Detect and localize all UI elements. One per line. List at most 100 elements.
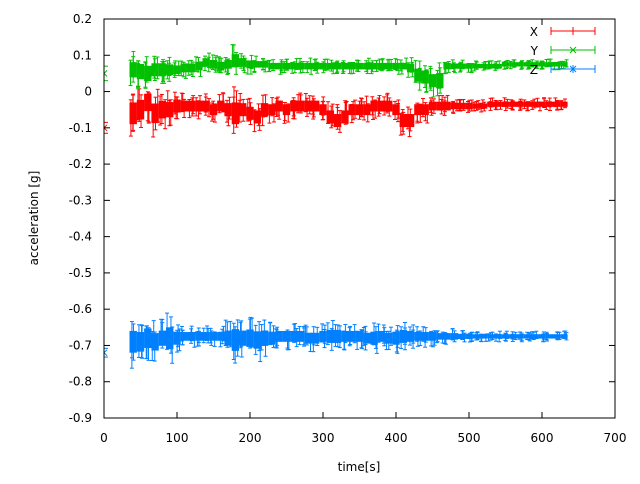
data-point — [104, 349, 108, 357]
y-tick-label: -0.2 — [69, 157, 92, 171]
error-band — [275, 330, 283, 342]
legend-label-y: Y — [530, 44, 539, 58]
y-tick-label: 0 — [84, 85, 92, 99]
error-band — [187, 100, 196, 112]
error-band — [428, 101, 437, 111]
error-band — [231, 102, 240, 125]
plot-frame — [103, 18, 616, 419]
legend-marker-cross-icon — [569, 46, 577, 54]
error-band — [297, 62, 305, 70]
error-band — [209, 59, 218, 69]
x-tick-label: 200 — [239, 431, 262, 445]
error-band — [538, 101, 546, 107]
error-band — [253, 110, 261, 124]
error-band — [202, 58, 210, 67]
error-band — [494, 63, 502, 69]
error-band — [487, 63, 495, 69]
error-band — [458, 333, 466, 339]
error-band — [136, 63, 145, 80]
y-tick-label: -0.8 — [69, 375, 92, 389]
error-band — [260, 61, 269, 68]
data-point — [104, 124, 108, 132]
error-band — [326, 62, 334, 70]
error-band — [136, 99, 145, 120]
error-band — [552, 101, 561, 107]
error-band — [443, 333, 451, 340]
error-band — [239, 330, 247, 346]
error-band — [414, 104, 422, 116]
error-band — [428, 332, 437, 341]
error-band — [180, 332, 188, 341]
error-band — [202, 332, 210, 341]
error-band — [436, 101, 444, 111]
series-z — [104, 312, 569, 369]
legend: XYZ — [530, 25, 596, 77]
error-band — [231, 54, 240, 68]
error-band — [545, 334, 553, 339]
error-band — [341, 62, 349, 70]
error-band — [479, 334, 488, 339]
error-band — [217, 100, 225, 112]
error-band — [209, 332, 218, 341]
error-band — [363, 332, 371, 344]
error-band — [385, 100, 393, 112]
error-band — [304, 332, 313, 344]
error-band — [253, 331, 261, 349]
error-band — [509, 62, 517, 67]
error-band — [239, 58, 247, 67]
error-band — [348, 330, 356, 342]
x-tick-label: 0 — [100, 431, 108, 445]
error-band — [450, 63, 459, 69]
error-band — [290, 62, 298, 70]
error-band — [355, 62, 364, 70]
error-band — [136, 332, 145, 352]
legend-label-x: X — [530, 25, 538, 39]
x-tick-label: 600 — [531, 431, 554, 445]
error-band — [516, 62, 524, 67]
error-band — [458, 102, 466, 110]
error-band — [348, 62, 356, 70]
error-band — [326, 329, 334, 343]
error-band — [428, 74, 437, 88]
error-band — [166, 327, 174, 350]
legend-marker-star-icon — [569, 65, 577, 73]
error-band — [399, 62, 407, 70]
error-band — [560, 101, 568, 107]
data-point — [104, 70, 108, 77]
error-band — [370, 100, 378, 112]
y-tick-label: -0.4 — [69, 230, 92, 244]
x-tick-label: 700 — [604, 431, 627, 445]
error-band — [406, 63, 415, 73]
error-band — [239, 103, 247, 117]
error-band — [275, 62, 283, 70]
x-tick-label: 400 — [385, 431, 408, 445]
error-band — [443, 62, 451, 70]
y-tick-label: -0.3 — [69, 193, 92, 207]
error-band — [458, 63, 466, 69]
error-band — [224, 330, 232, 346]
error-band — [538, 334, 546, 339]
error-band — [260, 103, 269, 117]
error-band — [282, 330, 291, 342]
error-band — [370, 62, 378, 70]
error-band — [436, 333, 444, 340]
error-band — [246, 60, 254, 69]
error-band — [377, 100, 386, 112]
error-band — [304, 62, 313, 70]
y-tick-label: 0.2 — [73, 12, 92, 26]
error-band — [282, 104, 291, 116]
y-tick-label: -0.6 — [69, 302, 92, 316]
error-band — [355, 330, 364, 342]
error-band — [144, 328, 152, 348]
error-band — [531, 62, 539, 67]
error-band — [414, 68, 422, 82]
y-axis-label: acceleration [g] — [27, 171, 41, 266]
error-band — [268, 62, 276, 70]
error-band — [312, 100, 320, 112]
error-band — [304, 100, 313, 112]
y-tick-label: -0.9 — [69, 411, 92, 425]
error-band — [392, 62, 400, 70]
error-band — [494, 101, 502, 107]
y-tick-label: -0.1 — [69, 121, 92, 135]
